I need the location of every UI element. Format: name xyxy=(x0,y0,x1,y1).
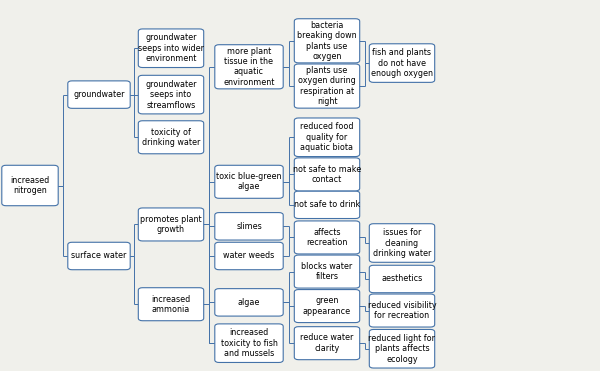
FancyBboxPatch shape xyxy=(295,221,360,254)
Text: green
appearance: green appearance xyxy=(303,296,351,316)
FancyBboxPatch shape xyxy=(215,45,283,89)
Text: increased
nitrogen: increased nitrogen xyxy=(10,176,50,195)
FancyBboxPatch shape xyxy=(370,294,435,327)
FancyBboxPatch shape xyxy=(295,64,360,108)
FancyBboxPatch shape xyxy=(370,265,435,293)
Text: groundwater
seeps into
streamflows: groundwater seeps into streamflows xyxy=(145,80,197,109)
Text: bacteria
breaking down
plants use
oxygen: bacteria breaking down plants use oxygen xyxy=(297,21,357,61)
Text: reduce water
clarity: reduce water clarity xyxy=(301,334,353,353)
FancyBboxPatch shape xyxy=(138,121,204,154)
Text: reduced food
quality for
aquatic biota: reduced food quality for aquatic biota xyxy=(300,122,354,152)
Text: promotes plant
growth: promotes plant growth xyxy=(140,215,202,234)
FancyBboxPatch shape xyxy=(370,329,435,368)
Text: affects
recreation: affects recreation xyxy=(307,228,347,247)
Text: increased
toxicity to fish
and mussels: increased toxicity to fish and mussels xyxy=(221,328,277,358)
Text: slimes: slimes xyxy=(236,222,262,231)
FancyBboxPatch shape xyxy=(138,29,204,68)
Text: groundwater: groundwater xyxy=(73,90,125,99)
Text: aesthetics: aesthetics xyxy=(382,275,422,283)
Text: blocks water
filters: blocks water filters xyxy=(301,262,353,281)
FancyBboxPatch shape xyxy=(370,44,435,82)
FancyBboxPatch shape xyxy=(215,324,283,362)
FancyBboxPatch shape xyxy=(68,81,130,108)
Text: plants use
oxygen during
respiration at
night: plants use oxygen during respiration at … xyxy=(298,66,356,106)
FancyBboxPatch shape xyxy=(215,165,283,198)
Text: fish and plants
do not have
enough oxygen: fish and plants do not have enough oxyge… xyxy=(371,48,433,78)
FancyBboxPatch shape xyxy=(68,242,130,270)
Text: issues for
cleaning
drinking water: issues for cleaning drinking water xyxy=(373,228,431,258)
Text: surface water: surface water xyxy=(71,252,127,260)
FancyBboxPatch shape xyxy=(295,158,360,191)
FancyBboxPatch shape xyxy=(138,288,204,321)
FancyBboxPatch shape xyxy=(295,326,360,360)
FancyBboxPatch shape xyxy=(215,213,283,240)
FancyBboxPatch shape xyxy=(138,75,204,114)
Text: algae: algae xyxy=(238,298,260,307)
Text: not safe to drink: not safe to drink xyxy=(294,200,360,209)
Text: toxic blue-green
algae: toxic blue-green algae xyxy=(216,172,282,191)
Text: groundwater
seeps into wider
environment: groundwater seeps into wider environment xyxy=(138,33,204,63)
FancyBboxPatch shape xyxy=(2,165,58,206)
Text: not safe to make
contact: not safe to make contact xyxy=(293,165,361,184)
FancyBboxPatch shape xyxy=(138,208,204,241)
FancyBboxPatch shape xyxy=(370,224,435,262)
Text: reduced light for
plants affects
ecology: reduced light for plants affects ecology xyxy=(368,334,436,364)
FancyBboxPatch shape xyxy=(295,289,360,322)
Text: more plant
tissue in the
aquatic
environment: more plant tissue in the aquatic environ… xyxy=(223,47,275,87)
Text: increased
ammonia: increased ammonia xyxy=(151,295,191,314)
FancyBboxPatch shape xyxy=(295,255,360,288)
FancyBboxPatch shape xyxy=(295,191,360,219)
FancyBboxPatch shape xyxy=(215,242,283,270)
Text: reduced visibility
for recreation: reduced visibility for recreation xyxy=(368,301,436,320)
Text: toxicity of
drinking water: toxicity of drinking water xyxy=(142,128,200,147)
Text: water weeds: water weeds xyxy=(223,252,275,260)
FancyBboxPatch shape xyxy=(295,118,360,157)
FancyBboxPatch shape xyxy=(295,19,360,63)
FancyBboxPatch shape xyxy=(215,289,283,316)
